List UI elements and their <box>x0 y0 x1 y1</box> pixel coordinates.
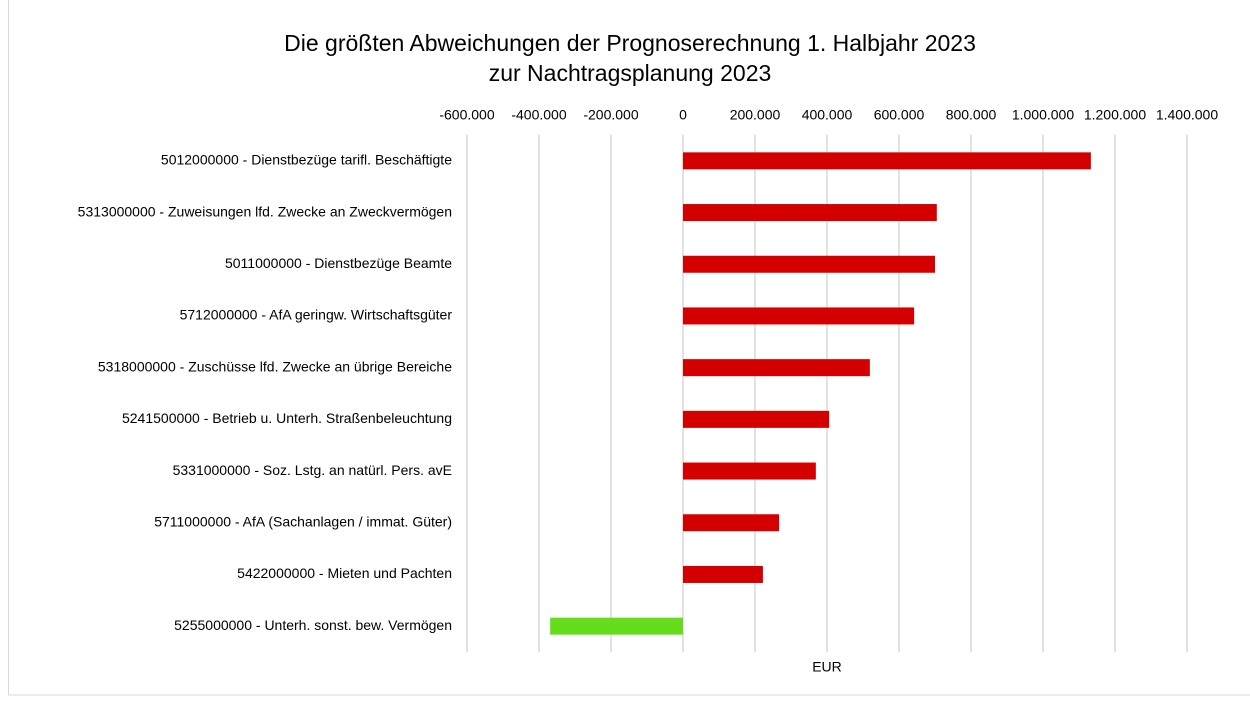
x-tick-label: -400.000 <box>511 107 566 123</box>
y-tick-label: 5422000000 - Mieten und Pachten <box>237 565 452 581</box>
x-tick-label: 200.000 <box>730 107 781 123</box>
y-tick-label: 5331000000 - Soz. Lstg. an natürl. Pers.… <box>173 462 452 478</box>
bar <box>683 307 915 325</box>
bar <box>683 462 816 480</box>
x-tick-label: -200.000 <box>583 107 638 123</box>
bar <box>550 617 683 635</box>
y-tick-label: 5241500000 - Betrieb u. Unterh. Straßenb… <box>122 410 452 426</box>
x-tick-label: 0 <box>679 107 687 123</box>
x-tick-label: 400.000 <box>802 107 853 123</box>
bar <box>683 359 870 377</box>
bar <box>683 565 763 583</box>
y-tick-label: 5711000000 - AfA (Sachanlagen / immat. G… <box>154 513 452 529</box>
y-tick-label: 5011000000 - Dienstbezüge Beamte <box>225 255 452 271</box>
y-tick-label: 5255000000 - Unterh. sonst. bew. Vermöge… <box>174 617 452 633</box>
bar <box>683 152 1091 170</box>
x-tick-label: 600.000 <box>874 107 925 123</box>
x-axis-label: EUR <box>812 659 842 675</box>
bar <box>683 204 937 222</box>
chart-title: zur Nachtragsplanung 2023 <box>489 60 772 86</box>
chart-title: Die größten Abweichungen der Prognoserec… <box>284 30 976 56</box>
x-tick-label: 800.000 <box>946 107 997 123</box>
x-tick-label: 1.400.000 <box>1156 107 1218 123</box>
bar <box>683 255 935 273</box>
y-tick-label: 5012000000 - Dienstbezüge tarifl. Beschä… <box>161 152 452 168</box>
y-tick-label: 5313000000 - Zuweisungen lfd. Zwecke an … <box>78 203 452 219</box>
x-tick-label: 1.000.000 <box>1012 107 1074 123</box>
bar <box>683 410 830 428</box>
x-tick-label: 1.200.000 <box>1084 107 1146 123</box>
chart-border <box>8 0 1250 696</box>
y-tick-label: 5712000000 - AfA geringw. Wirtschaftsgüt… <box>180 307 453 323</box>
bar <box>683 514 780 532</box>
y-tick-label: 5318000000 - Zuschüsse lfd. Zwecke an üb… <box>98 358 452 374</box>
x-tick-label: -600.000 <box>439 107 494 123</box>
